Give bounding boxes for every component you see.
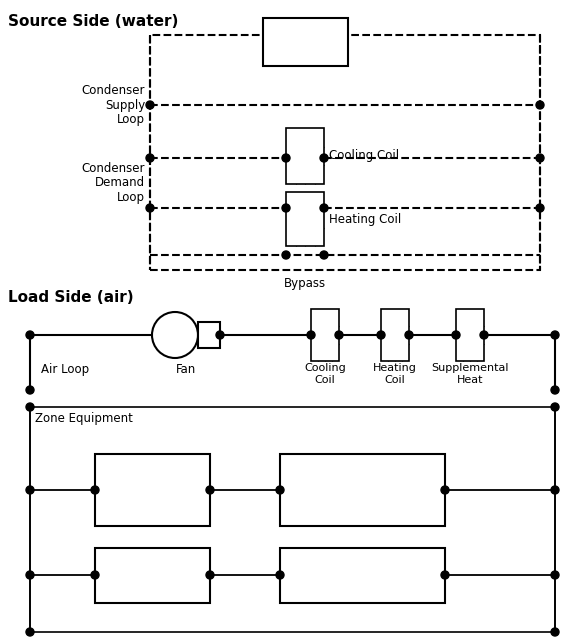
- Circle shape: [26, 386, 34, 394]
- Bar: [280, 547, 445, 602]
- Text: Fan: Fan: [176, 363, 196, 376]
- Circle shape: [551, 628, 559, 636]
- Circle shape: [480, 331, 488, 339]
- Text: Cooling
Coil: Cooling Coil: [304, 363, 346, 385]
- Circle shape: [405, 331, 413, 339]
- Text: Bypass: Bypass: [284, 278, 326, 290]
- Circle shape: [282, 204, 290, 212]
- Circle shape: [282, 154, 290, 162]
- Circle shape: [536, 154, 544, 162]
- Bar: [381, 309, 409, 361]
- Circle shape: [146, 101, 154, 109]
- Circle shape: [320, 251, 328, 259]
- Text: Condenser
Supply
Loop: Condenser Supply Loop: [81, 84, 145, 126]
- Circle shape: [276, 486, 284, 494]
- Circle shape: [536, 101, 544, 109]
- Circle shape: [551, 331, 559, 339]
- Circle shape: [206, 486, 214, 494]
- Circle shape: [320, 204, 328, 212]
- Circle shape: [216, 331, 224, 339]
- Text: Control
Zone: Control Zone: [124, 475, 181, 505]
- Circle shape: [26, 628, 34, 636]
- Text: Zone: Zone: [135, 568, 170, 582]
- Bar: [150, 35, 540, 270]
- Circle shape: [276, 571, 284, 579]
- Circle shape: [441, 486, 449, 494]
- Circle shape: [91, 486, 99, 494]
- Circle shape: [282, 251, 290, 259]
- Bar: [286, 192, 324, 246]
- Circle shape: [536, 204, 544, 212]
- Circle shape: [307, 331, 315, 339]
- Circle shape: [26, 571, 34, 579]
- Bar: [456, 309, 484, 361]
- Bar: [280, 454, 445, 526]
- Bar: [198, 322, 220, 348]
- Text: Load Side (air): Load Side (air): [8, 290, 134, 305]
- Circle shape: [91, 571, 99, 579]
- Text: Cooling Coil: Cooling Coil: [329, 149, 399, 163]
- Text: Supplemental
Heat: Supplemental Heat: [431, 363, 509, 385]
- Text: Ground
HX: Ground HX: [282, 28, 328, 56]
- Circle shape: [26, 403, 34, 411]
- Circle shape: [146, 154, 154, 162]
- Bar: [30, 407, 555, 632]
- Circle shape: [320, 154, 328, 162]
- Circle shape: [551, 486, 559, 494]
- Text: Heating
Coil: Heating Coil: [373, 363, 417, 385]
- Circle shape: [551, 386, 559, 394]
- Text: Zone Equipment: Zone Equipment: [35, 412, 133, 425]
- Text: Source Side (water): Source Side (water): [8, 14, 178, 29]
- Text: Heating Coil: Heating Coil: [329, 212, 401, 225]
- Circle shape: [551, 403, 559, 411]
- Circle shape: [146, 204, 154, 212]
- Bar: [95, 547, 210, 602]
- Circle shape: [335, 331, 343, 339]
- Text: Condenser
Demand
Loop: Condenser Demand Loop: [81, 161, 145, 205]
- Circle shape: [26, 331, 34, 339]
- Circle shape: [26, 486, 34, 494]
- Bar: [262, 18, 347, 66]
- Circle shape: [452, 331, 460, 339]
- Text: AirTerminal:
SingleDuct:
Uncontrolled: AirTerminal: SingleDuct: Uncontrolled: [327, 473, 398, 507]
- Bar: [286, 128, 324, 184]
- Circle shape: [206, 571, 214, 579]
- Bar: [95, 454, 210, 526]
- Bar: [311, 309, 339, 361]
- Circle shape: [441, 571, 449, 579]
- Text: AirTerminal:
SingleDuct:
Uncontrolled: AirTerminal: SingleDuct: Uncontrolled: [327, 558, 398, 591]
- Circle shape: [152, 312, 198, 358]
- Circle shape: [551, 571, 559, 579]
- Circle shape: [377, 331, 385, 339]
- Text: Air Loop: Air Loop: [41, 363, 89, 376]
